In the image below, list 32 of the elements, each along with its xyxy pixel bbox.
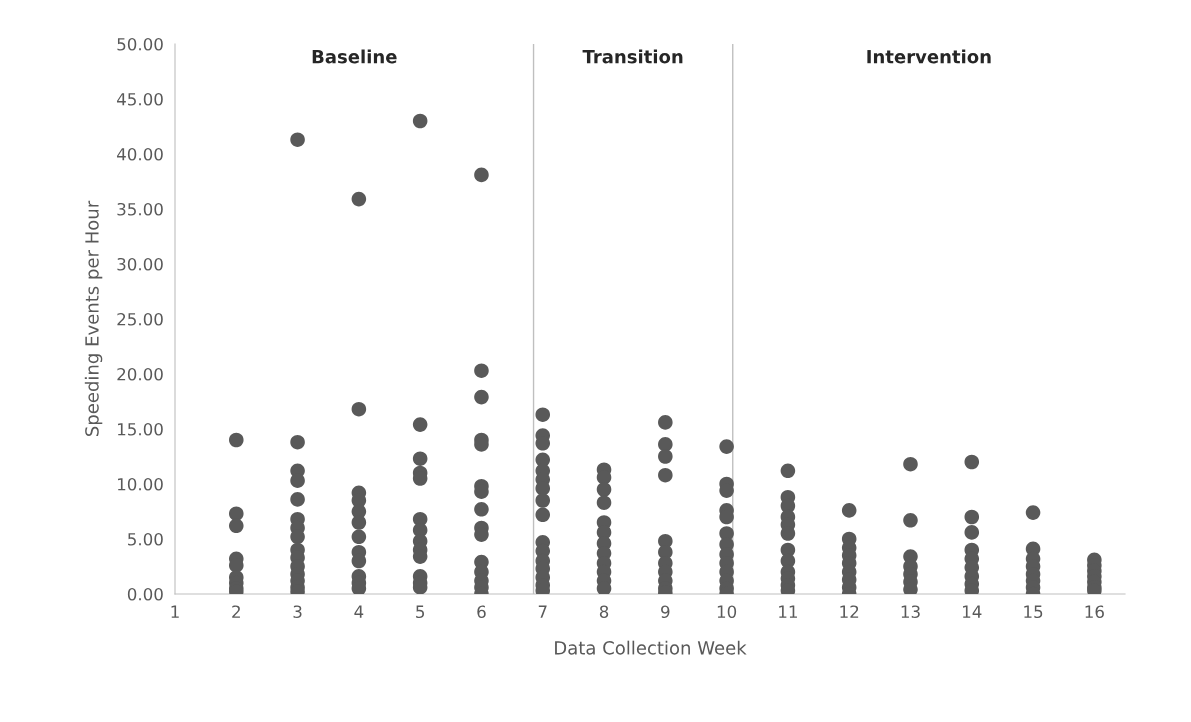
y-tick-label: 35.00	[117, 202, 163, 216]
x-tick-label: 6	[477, 605, 486, 619]
x-tick-label: 2	[232, 605, 240, 618]
annotation: Intervention	[867, 49, 991, 64]
y-tick-label: 25.00	[117, 312, 163, 326]
annotation: Transition	[582, 49, 683, 64]
y-tick-label: 40.00	[116, 147, 163, 161]
x-tick-label: 14	[963, 605, 982, 618]
y-tick-label: 50.00	[117, 37, 163, 51]
x-tick-label: 11	[779, 605, 797, 618]
x-tick-label: 10	[717, 605, 737, 619]
x-tick-label: 1	[171, 605, 179, 618]
y-tick-label: 5.00	[128, 532, 163, 546]
y-tick-label: 20.00	[117, 367, 163, 381]
y-tick-label: 30.00	[117, 257, 163, 271]
y-axis-title: Speeding Events per Hour	[84, 200, 103, 436]
x-tick-label: 16	[1085, 605, 1104, 619]
annotation: Baseline	[312, 49, 397, 64]
y-tick-label: 0.00	[127, 587, 163, 601]
y-tick-label: 45.00	[116, 92, 163, 106]
x-axis-title: Data Collection Week	[555, 640, 747, 655]
x-tick-label: 12	[840, 605, 859, 618]
x-tick-label: 5	[416, 605, 425, 619]
x-tick-label: 15	[1024, 605, 1043, 619]
y-tick-label: 10.00	[118, 477, 163, 491]
x-tick-label: 13	[901, 605, 920, 619]
x-tick-label: 4	[354, 605, 364, 618]
x-tick-label: 3	[293, 605, 302, 619]
x-tick-label: 7	[538, 605, 547, 618]
y-tick-label: 15.00	[118, 422, 163, 436]
x-tick-label: 8	[599, 605, 609, 619]
x-tick-label: 9	[661, 605, 670, 619]
